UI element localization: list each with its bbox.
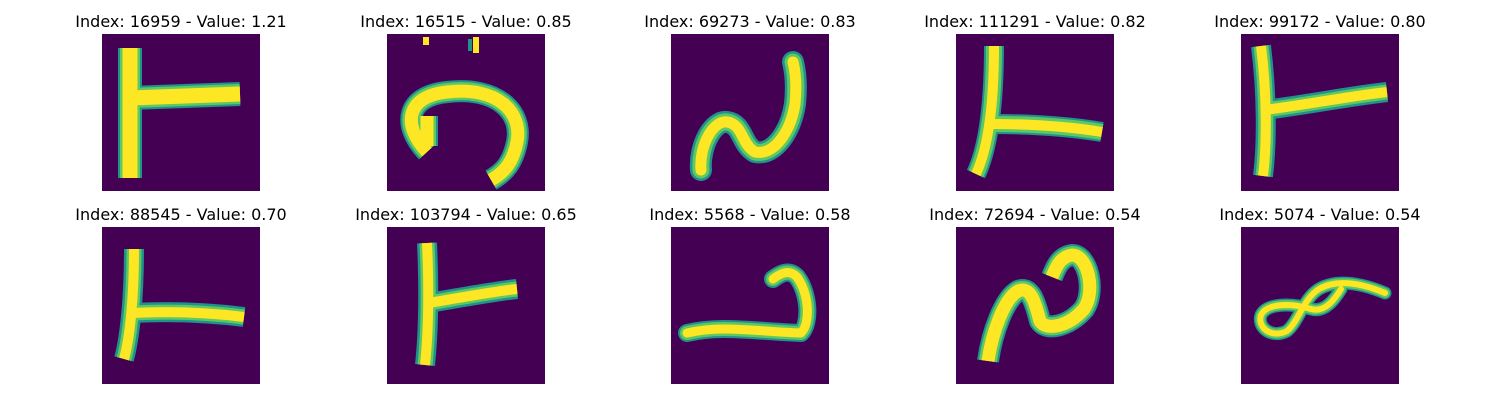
digit-image bbox=[1241, 227, 1399, 384]
panel-title: Index: 99172 - Value: 0.80 bbox=[1214, 12, 1426, 31]
panel-1: Index: 16959 - Value: 1.21 bbox=[75, 13, 287, 198]
glyph-t-shape bbox=[114, 248, 246, 362]
panel-title: Index: 16959 - Value: 1.21 bbox=[75, 12, 287, 31]
glyph-curl-with-dots bbox=[400, 37, 529, 190]
glyph-t-shape bbox=[118, 48, 241, 178]
panel-title: Index: 72694 - Value: 0.54 bbox=[929, 205, 1141, 224]
panel-title: Index: 16515 - Value: 0.85 bbox=[360, 12, 572, 31]
panel-title: Index: 5074 - Value: 0.54 bbox=[1219, 205, 1421, 224]
panel-10: Index: 5074 - Value: 0.54 bbox=[1219, 206, 1421, 391]
digit-image bbox=[1241, 34, 1399, 191]
panel-title: Index: 111291 - Value: 0.82 bbox=[924, 12, 1146, 31]
panel-7: Index: 103794 - Value: 0.65 bbox=[355, 206, 577, 391]
digit-image bbox=[387, 34, 545, 191]
digit-image bbox=[956, 34, 1114, 191]
glyph-t-shape bbox=[415, 242, 519, 367]
panel-title: Index: 69273 - Value: 0.83 bbox=[644, 12, 856, 31]
digit-image bbox=[671, 34, 829, 191]
panel-2: Index: 16515 - Value: 0.85 bbox=[360, 13, 572, 198]
glyph-n-wave bbox=[977, 244, 1101, 363]
panel-3: Index: 69273 - Value: 0.83 bbox=[644, 13, 856, 198]
panel-9: Index: 72694 - Value: 0.54 bbox=[929, 206, 1141, 391]
glyph-hook bbox=[678, 263, 817, 342]
glyph-t-shape bbox=[1251, 44, 1389, 178]
panel-5: Index: 99172 - Value: 0.80 bbox=[1214, 13, 1426, 198]
panel-8: Index: 5568 - Value: 0.58 bbox=[649, 206, 851, 391]
panel-6: Index: 88545 - Value: 0.70 bbox=[75, 206, 287, 391]
digit-image bbox=[102, 34, 260, 191]
digit-image bbox=[102, 227, 260, 384]
digit-image bbox=[387, 227, 545, 384]
glyph-t-shape bbox=[966, 45, 1104, 179]
panel-4: Index: 111291 - Value: 0.82 bbox=[924, 13, 1146, 198]
glyph-loop bbox=[1253, 276, 1392, 341]
digit-image bbox=[956, 227, 1114, 384]
panel-title: Index: 103794 - Value: 0.65 bbox=[355, 205, 577, 224]
panel-title: Index: 5568 - Value: 0.58 bbox=[649, 205, 851, 224]
panel-title: Index: 88545 - Value: 0.70 bbox=[75, 205, 287, 224]
glyph-n-wave bbox=[689, 51, 807, 181]
digit-image bbox=[671, 227, 829, 384]
